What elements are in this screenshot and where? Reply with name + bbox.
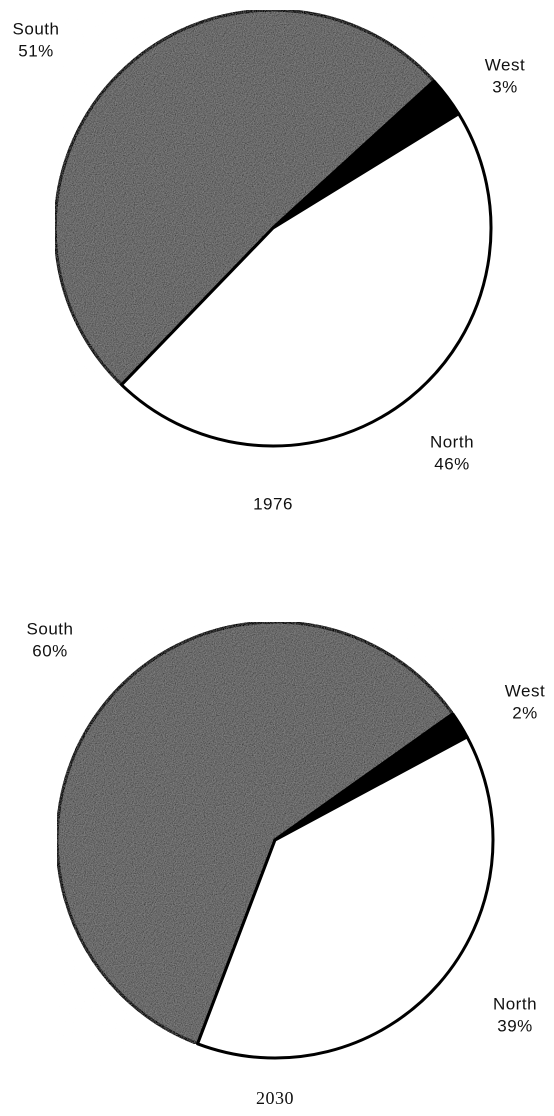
- chart-title: 1976: [253, 494, 293, 513]
- pie-slice: [55, 620, 455, 1046]
- slice-value-label: 51%: [18, 41, 54, 60]
- slice-value-label: 3%: [492, 77, 518, 96]
- slice-value-label: 2%: [512, 703, 538, 722]
- slice-value-label: 39%: [497, 1016, 533, 1035]
- slice-value-label: 46%: [434, 454, 470, 473]
- slice-label: South: [27, 619, 74, 638]
- slice-label: West: [505, 681, 545, 700]
- pie-slice: [120, 112, 493, 448]
- slice-label: South: [13, 19, 60, 38]
- slice-value-label: 60%: [32, 641, 68, 660]
- slice-label: North: [430, 432, 474, 451]
- pie-slice: [53, 8, 436, 387]
- slice-label: North: [493, 994, 537, 1013]
- chart-title: 2030: [256, 1088, 294, 1108]
- slice-label: West: [485, 55, 525, 74]
- pie-slice: [196, 735, 495, 1060]
